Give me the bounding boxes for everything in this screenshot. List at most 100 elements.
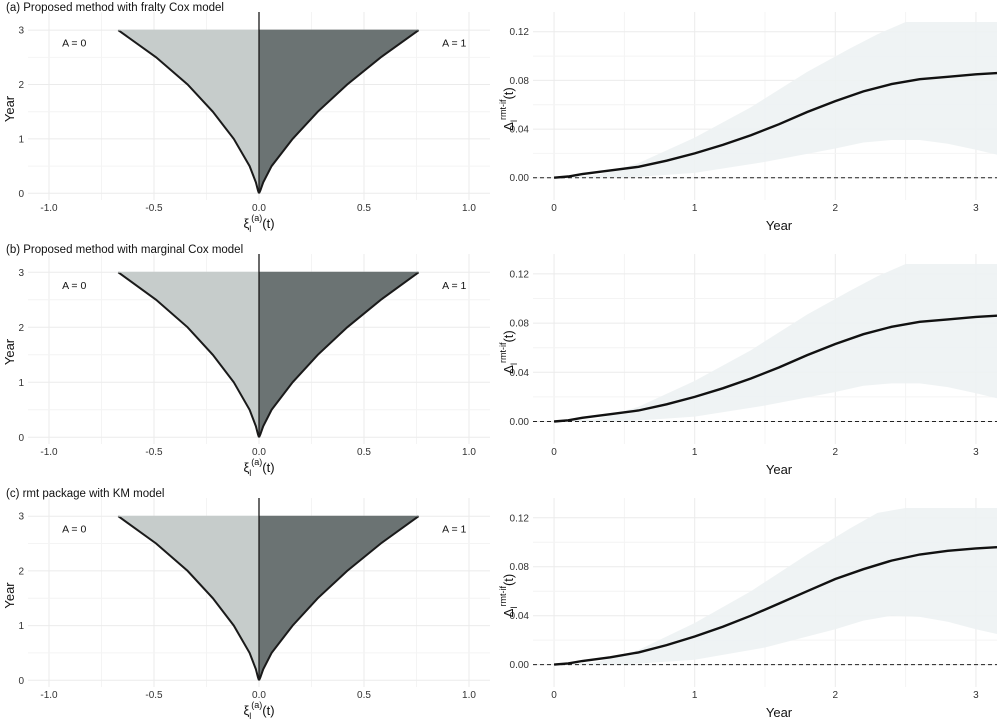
y-tick-label: 0.00 — [510, 417, 530, 428]
x-tick-label: 3 — [973, 203, 979, 214]
confidence-band — [554, 264, 997, 422]
y-tick-label: 0.04 — [510, 125, 530, 136]
y-axis-label: Δlrmt-if(t) — [498, 87, 519, 130]
area-a1 — [259, 30, 419, 194]
y-tick-label: 0.12 — [510, 269, 530, 280]
x-tick-label: 0.5 — [357, 447, 371, 458]
group-label-a1: A = 1 — [442, 524, 466, 536]
x-tick-label: -1.0 — [40, 447, 58, 458]
y-tick-label: 2 — [18, 566, 24, 577]
x-axis-label-text: ξl(a)(t) — [243, 213, 274, 234]
y-tick-label: 0.00 — [510, 660, 530, 671]
estimate-line — [553, 546, 997, 666]
y-tick-label: 0.04 — [510, 368, 530, 379]
y-tick-label: 0 — [18, 676, 24, 687]
x-axis-label-text: ξl(a)(t) — [243, 700, 274, 721]
area-a0 — [118, 516, 259, 681]
x-tick-label: -1.0 — [40, 690, 58, 701]
x-tick-label: 0 — [551, 447, 557, 458]
x-tick-label: 3 — [973, 690, 979, 701]
panel-1: -1.0 -0.5 0.0 0.5 1.0 0 1 2 3 (a) Proposed method… — [2, 2, 490, 234]
x-tick-label: 0.5 — [357, 690, 371, 701]
group-label-a1: A = 1 — [442, 37, 466, 49]
x-axis-label: ξl(a)(t) — [243, 700, 274, 721]
y-tick-label: 0 — [18, 189, 24, 200]
panel-4: 0 1 2 3 0.00 0.04 0.08 0.12 Year Δlrmt-if(t) — [498, 254, 997, 477]
group-label-a0: A = 0 — [62, 280, 86, 292]
panel-title: (a) Proposed method with fralty Cox mode… — [6, 2, 224, 14]
x-axis-label-text: ξl(a)(t) — [243, 457, 274, 478]
panel-title: (c) rmt package with KM model — [6, 488, 165, 500]
group-label-a0: A = 0 — [62, 524, 86, 536]
boundary-line-a0 — [117, 29, 260, 194]
x-tick-label: 2 — [833, 690, 839, 701]
boundary-line-a0 — [117, 515, 260, 681]
panel-3: -1.0 -0.5 0.0 0.5 1.0 0 1 2 3 (b) Proposed method… — [2, 244, 490, 478]
x-tick-label: 3 — [973, 447, 979, 458]
y-tick-label: 3 — [18, 268, 24, 279]
y-tick-label: 3 — [18, 26, 24, 37]
x-tick-label: 0.5 — [357, 203, 371, 214]
y-tick-label: 0.00 — [510, 173, 530, 184]
boundary-line-a1 — [258, 29, 420, 194]
x-tick-label: 1.0 — [462, 690, 476, 701]
x-tick-label: 0.0 — [252, 447, 266, 458]
x-axis-label: ξl(a)(t) — [243, 457, 274, 478]
x-axis-label: Year — [766, 705, 793, 720]
area-a0 — [118, 30, 259, 194]
x-tick-label: 2 — [833, 203, 839, 214]
x-tick-label: 1 — [692, 203, 698, 214]
x-tick-label: 0 — [551, 203, 557, 214]
y-axis-label: Δlrmt-if(t) — [498, 330, 519, 373]
x-tick-label: -0.5 — [145, 690, 163, 701]
x-tick-label: 1.0 — [462, 203, 476, 214]
x-tick-label: 1 — [692, 690, 698, 701]
y-axis-label: Δlrmt-if(t) — [498, 574, 519, 617]
y-axis-label: Year — [2, 338, 17, 365]
x-tick-label: -1.0 — [40, 203, 58, 214]
boundary-line-a0 — [117, 271, 260, 438]
group-label-a1: A = 1 — [442, 280, 466, 292]
y-tick-label: 1 — [18, 621, 24, 632]
y-axis-label-text: Δlrmt-if(t) — [498, 330, 519, 373]
boundary-line-a1 — [258, 515, 420, 681]
y-tick-label: 0.12 — [510, 27, 530, 38]
area-a0 — [118, 272, 259, 438]
panel-title: (b) Proposed method with marginal Cox mo… — [6, 244, 243, 256]
x-tick-label: 2 — [833, 447, 839, 458]
y-tick-label: 2 — [18, 323, 24, 334]
y-axis-label-text: Δlrmt-if(t) — [498, 574, 519, 617]
x-axis-label: ξl(a)(t) — [243, 213, 274, 234]
panel-5: -1.0 -0.5 0.0 0.5 1.0 0 1 2 3 (c) rmt package wit… — [2, 488, 490, 721]
confidence-band — [554, 508, 997, 665]
y-tick-label: 0.08 — [510, 76, 530, 87]
x-tick-label: -0.5 — [145, 447, 163, 458]
y-axis-label-text: Δlrmt-if(t) — [498, 87, 519, 130]
y-tick-label: 0.08 — [510, 319, 530, 330]
y-axis-label: Year — [2, 582, 17, 609]
y-tick-label: 0.12 — [510, 513, 530, 524]
y-tick-label: 3 — [18, 512, 24, 523]
area-a1 — [259, 516, 419, 681]
panel-2: 0 1 2 3 0.00 0.04 0.08 0.12 Year Δlrmt-if(t) — [498, 12, 997, 233]
y-tick-label: 1 — [18, 134, 24, 145]
y-tick-label: 2 — [18, 80, 24, 91]
y-tick-label: 0 — [18, 433, 24, 444]
group-label-a0: A = 0 — [62, 37, 86, 49]
area-a1 — [259, 272, 419, 438]
panel-6: 0 1 2 3 0.00 0.04 0.08 0.12 Year Δlrmt-if(t) — [498, 498, 997, 720]
x-axis-label: Year — [766, 218, 793, 233]
y-tick-label: 1 — [18, 378, 24, 389]
x-tick-label: 0 — [551, 690, 557, 701]
x-tick-label: 1 — [692, 447, 698, 458]
y-tick-label: 0.08 — [510, 562, 530, 573]
estimate-line — [553, 314, 997, 423]
x-tick-label: 0.0 — [252, 203, 266, 214]
x-axis-label: Year — [766, 462, 793, 477]
y-axis-label: Year — [2, 95, 17, 122]
x-tick-label: 1.0 — [462, 447, 476, 458]
estimate-line — [553, 71, 997, 179]
x-tick-label: -0.5 — [145, 203, 163, 214]
y-tick-label: 0.04 — [510, 611, 530, 622]
